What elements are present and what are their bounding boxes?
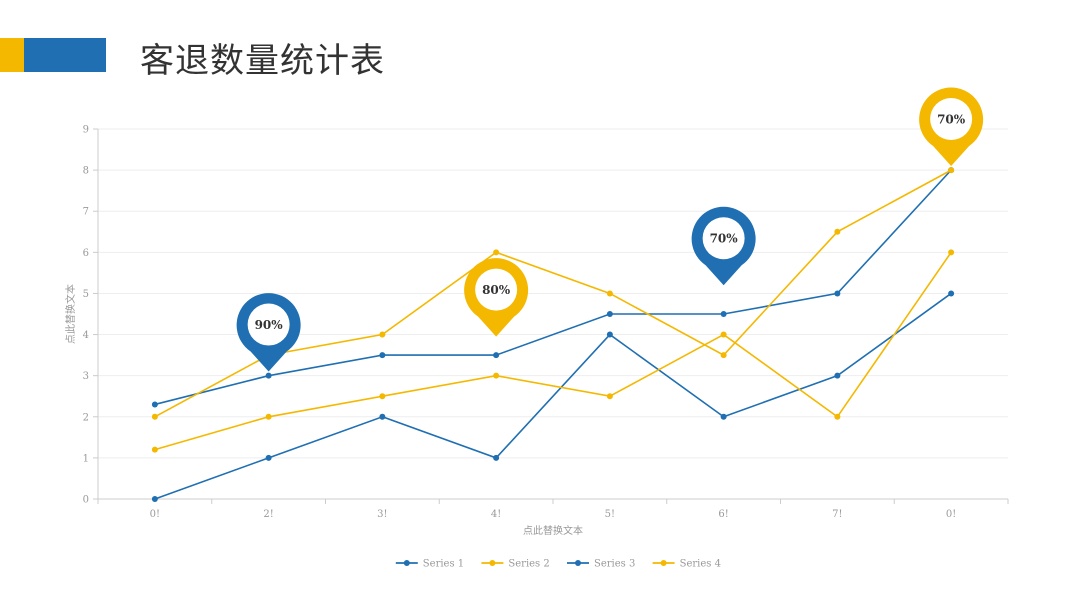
x-tick-label: 0! (150, 509, 160, 520)
annotation-pins: 90% 80% 70% 70% (236, 87, 984, 372)
title-accent-blue (24, 38, 106, 72)
legend-swatch-dot (575, 560, 581, 566)
data-point (265, 372, 272, 379)
data-point (379, 352, 386, 359)
legend-label: Series 1 (423, 559, 464, 570)
legend-item[interactable]: Series 3 (567, 559, 635, 570)
x-tick-label: 6! (718, 509, 728, 520)
legend-swatch-dot (403, 560, 410, 566)
location-pin-icon: 70% (691, 206, 756, 286)
legend-item[interactable]: Series 1 (395, 559, 464, 570)
data-point (379, 393, 386, 400)
y-tick-label: 8 (83, 166, 89, 177)
x-tick-label: 4! (491, 509, 501, 520)
pin-inner-circle (475, 268, 518, 311)
legend-item[interactable]: Series 4 (652, 559, 721, 570)
data-point (151, 413, 158, 420)
data-point (265, 413, 272, 420)
legend[interactable]: Series 1 Series 2 Series 3 Series 4 (395, 559, 721, 570)
x-tick-label: 0! (946, 509, 956, 520)
data-point (834, 413, 841, 420)
data-point (948, 167, 955, 174)
y-tick-label: 6 (83, 248, 89, 259)
grid-lines (98, 128, 1008, 459)
pin-label: 90% (255, 318, 284, 332)
y-tick-label: 2 (83, 412, 89, 423)
series-line (154, 169, 952, 406)
pin-label: 70% (937, 113, 966, 127)
data-point (379, 331, 386, 338)
series-line (154, 169, 952, 418)
data-point (720, 352, 727, 359)
data-point (720, 331, 727, 338)
data-point (834, 228, 841, 235)
data-point (606, 311, 613, 317)
data-point (151, 401, 158, 408)
x-tick-label: 3! (377, 509, 387, 520)
pin-inner-circle (930, 98, 973, 140)
data-point (948, 290, 955, 297)
legend-label: Series 2 (508, 559, 549, 570)
data-point (379, 413, 386, 420)
pin-inner-circle (247, 303, 290, 346)
series-line (154, 292, 952, 500)
title-accent-yellow (0, 38, 24, 72)
axes: 0 1 2 3 4 5 6 7 8 9 0! 2! 3! 4! 5! 6! 7! 0! (83, 125, 1009, 520)
data-point (493, 249, 500, 256)
data-point (493, 454, 500, 461)
data-point (493, 352, 500, 359)
y-tick-label: 5 (83, 289, 89, 300)
y-tick-label: 1 (83, 453, 89, 464)
pin-label: 80% (482, 283, 511, 297)
data-point (720, 413, 727, 420)
x-tick-label: 5! (605, 509, 615, 520)
pin-inner-circle (702, 217, 745, 260)
y-tick-label: 9 (83, 125, 89, 136)
page-title: 客退数量统计表 (140, 41, 385, 81)
data-point (948, 249, 955, 256)
data-point (720, 311, 727, 317)
legend-item[interactable]: Series 2 (481, 559, 550, 570)
legend-swatch-dot (489, 560, 496, 566)
data-point (834, 372, 841, 379)
location-pin-icon: 70% (919, 87, 984, 166)
x-tick-label: 2! (263, 509, 273, 520)
data-point (151, 496, 158, 502)
x-axis-title: 点此替换文本 (523, 524, 583, 537)
y-axis-title: 点此替换文本 (64, 284, 77, 344)
y-tick-label: 4 (83, 330, 89, 341)
series-lines (151, 167, 955, 502)
series-line (154, 251, 952, 451)
location-pin-icon: 80% (464, 258, 529, 337)
data-point (151, 446, 158, 453)
data-point (834, 290, 841, 297)
x-tick-label: 7! (832, 509, 842, 520)
pin-label: 70% (710, 232, 739, 246)
y-tick-label: 0 (83, 495, 89, 506)
legend-label: Series 4 (680, 559, 721, 570)
legend-label: Series 3 (594, 559, 635, 570)
data-point (606, 393, 613, 400)
y-tick-label: 7 (83, 207, 89, 218)
y-tick-label: 3 (83, 371, 89, 382)
data-point (606, 290, 613, 297)
legend-swatch-dot (660, 560, 667, 566)
location-pin-icon: 90% (236, 293, 301, 372)
data-point (493, 372, 500, 379)
data-point (265, 454, 272, 461)
data-point (606, 331, 613, 338)
